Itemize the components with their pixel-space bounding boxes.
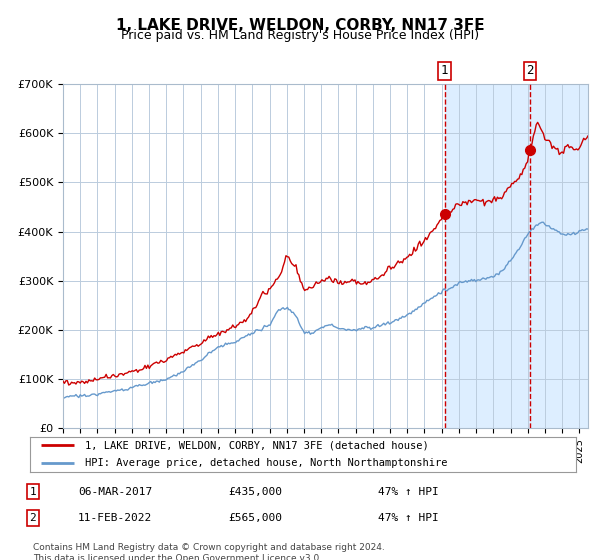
Text: 1, LAKE DRIVE, WELDON, CORBY, NN17 3FE: 1, LAKE DRIVE, WELDON, CORBY, NN17 3FE xyxy=(116,18,484,33)
Text: 2: 2 xyxy=(526,64,533,77)
Text: 11-FEB-2022: 11-FEB-2022 xyxy=(78,513,152,523)
Bar xyxy=(445,84,588,428)
Text: 47% ↑ HPI: 47% ↑ HPI xyxy=(378,487,439,497)
Text: Price paid vs. HM Land Registry's House Price Index (HPI): Price paid vs. HM Land Registry's House … xyxy=(121,29,479,42)
Text: HPI: Average price, detached house, North Northamptonshire: HPI: Average price, detached house, Nort… xyxy=(85,458,447,468)
Text: £435,000: £435,000 xyxy=(228,487,282,497)
Text: £565,000: £565,000 xyxy=(228,513,282,523)
Text: 47% ↑ HPI: 47% ↑ HPI xyxy=(378,513,439,523)
Text: 06-MAR-2017: 06-MAR-2017 xyxy=(78,487,152,497)
Text: 1: 1 xyxy=(29,487,37,497)
Text: 2: 2 xyxy=(29,513,37,523)
Text: 1, LAKE DRIVE, WELDON, CORBY, NN17 3FE (detached house): 1, LAKE DRIVE, WELDON, CORBY, NN17 3FE (… xyxy=(85,441,428,450)
Text: 1: 1 xyxy=(441,64,448,77)
Text: Contains HM Land Registry data © Crown copyright and database right 2024.
This d: Contains HM Land Registry data © Crown c… xyxy=(33,543,385,560)
